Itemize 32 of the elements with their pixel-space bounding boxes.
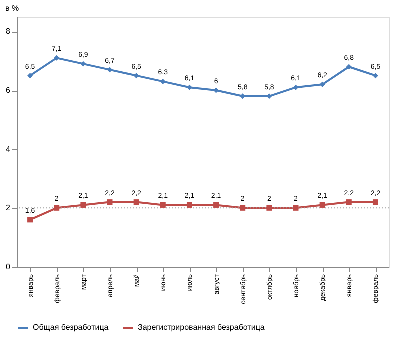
y-tick-label: 0 [6,262,12,272]
point [160,78,166,84]
point [293,84,299,90]
point [240,205,246,211]
y-tick-label: 8 [6,27,12,36]
chart-title: в % [6,4,20,13]
point [80,61,86,67]
point [214,202,220,208]
point [107,67,113,73]
point [28,73,34,79]
point [186,202,192,208]
point [293,205,299,211]
point [266,205,272,211]
point [372,73,378,79]
point [186,84,192,90]
point [160,202,166,208]
point [320,202,326,208]
point [54,205,60,211]
point [134,73,140,79]
y-tick-label: 2 [6,204,12,213]
y-tick-label: 4 [6,144,12,154]
point [346,64,352,70]
y-tick-label: 6 [6,86,12,96]
legend-label: Общая безработица [33,323,110,332]
point [54,55,60,61]
point [107,200,113,206]
point [80,202,86,208]
point [134,200,140,206]
legend-label: Зарегистрированная безработица [138,323,266,332]
point [372,200,378,206]
point [346,200,352,206]
point [28,217,34,223]
